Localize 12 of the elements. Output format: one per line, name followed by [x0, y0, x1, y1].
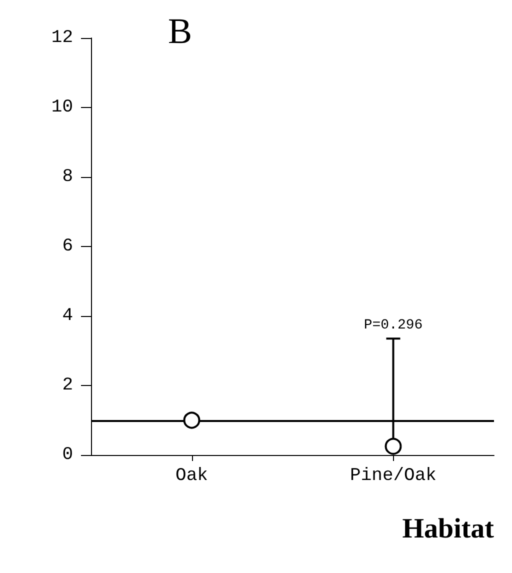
y-tick-label: 0 [62, 445, 73, 465]
annotation: P=0.296 [364, 318, 423, 334]
y-tick-label: 10 [51, 98, 73, 118]
x-axis-title: Habitat [402, 514, 495, 544]
y-tick-label: 4 [62, 306, 73, 326]
chart-title: B [168, 11, 192, 51]
y-tick-label: 2 [62, 376, 73, 396]
y-tick-label: 6 [62, 236, 73, 256]
x-tick-label: Pine/Oak [350, 466, 436, 486]
x-tick-label: Oak [176, 466, 208, 486]
y-tick-label: 12 [51, 28, 73, 48]
y-tick-label: 8 [62, 167, 73, 187]
